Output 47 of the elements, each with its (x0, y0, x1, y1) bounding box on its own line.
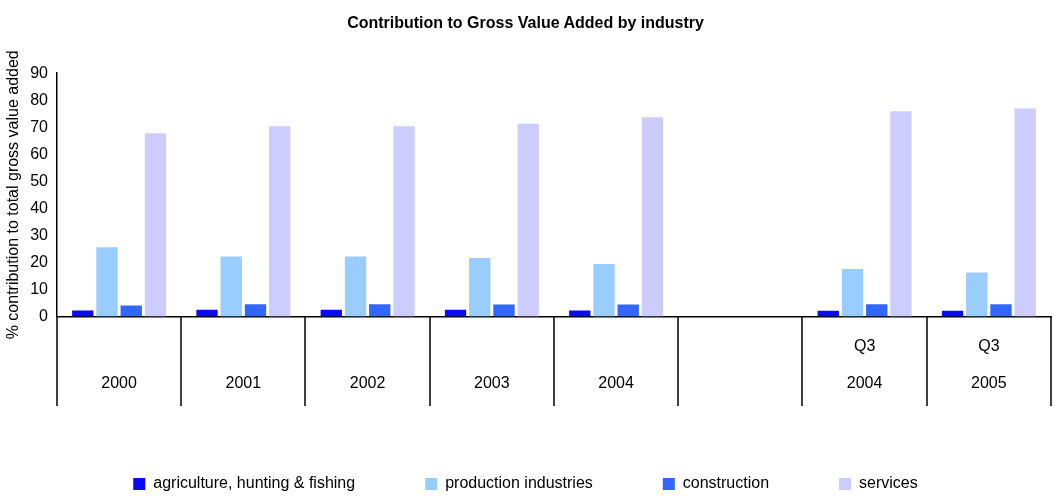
x-tick-label: 2001 (225, 374, 262, 392)
bar (493, 304, 515, 317)
bar (244, 304, 267, 317)
bar (966, 272, 988, 317)
bar (641, 117, 664, 317)
x-tick-label: 2002 (349, 374, 386, 392)
y-tick-label: 80 (30, 90, 49, 108)
bar (866, 304, 888, 317)
bar (269, 126, 291, 317)
bar (517, 123, 539, 317)
bar (72, 310, 94, 317)
y-axis-title: % contribution to total gross value added (4, 50, 22, 340)
bar (990, 304, 1012, 317)
y-tick-label: 10 (30, 279, 49, 297)
bar (196, 309, 218, 317)
y-tick-label: 70 (30, 117, 49, 135)
legend-label: agriculture, hunting & fishing (153, 474, 356, 492)
x-tick-label: 2004 (598, 374, 635, 392)
bar (890, 111, 912, 317)
bar (120, 305, 142, 317)
bar (469, 258, 491, 317)
y-tick-label: 60 (30, 144, 49, 162)
x-tick-label: 2000 (101, 374, 138, 392)
chart-title: Contribution to Gross Value Added by industry (347, 14, 704, 32)
bar (369, 304, 391, 317)
y-tick-label: 50 (30, 171, 49, 189)
bar (841, 269, 864, 317)
bar (1014, 108, 1036, 317)
y-tick-label: 90 (30, 63, 49, 81)
bar (617, 304, 639, 317)
x-tick-label: 2003 (474, 374, 510, 392)
bar (593, 263, 615, 317)
legend-label: construction (682, 474, 770, 492)
category-label: Q3 2005 (971, 337, 1007, 392)
legend-label: production industries (445, 474, 593, 492)
category-label: Q3 2004 (846, 337, 883, 392)
bar (393, 126, 415, 317)
bar (220, 256, 242, 317)
bar (344, 256, 367, 317)
y-tick-label: 20 (30, 252, 49, 270)
bar (96, 247, 118, 317)
bar (569, 310, 591, 317)
y-tick-label: 0 (39, 306, 49, 324)
bar (144, 133, 167, 317)
y-tick-label: 30 (30, 225, 49, 243)
y-tick-label: 40 (30, 198, 49, 216)
legend-label: services (859, 474, 918, 492)
